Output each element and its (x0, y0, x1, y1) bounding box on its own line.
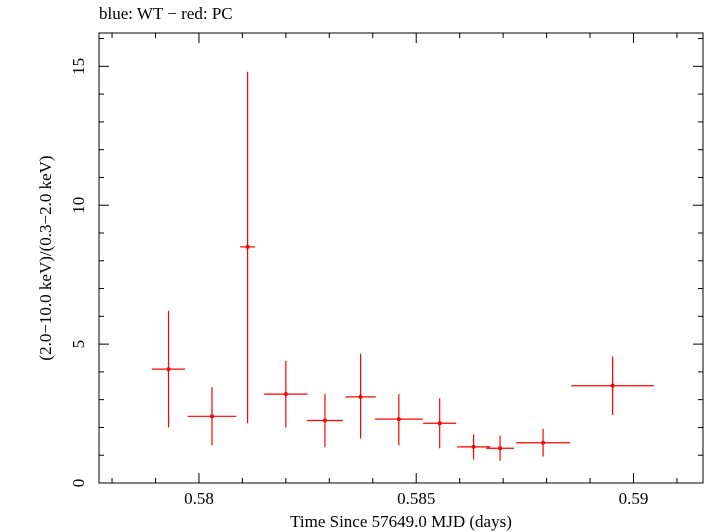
data-marker (437, 421, 442, 426)
x-tick-label: 0.59 (619, 489, 649, 508)
data-point (152, 310, 186, 428)
data-series (152, 71, 654, 461)
y-axis-label: (2.0−10.0 keV)/(0.3−2.0 keV) (36, 155, 55, 360)
x-tick-label: 0.58 (184, 489, 214, 508)
y-axis: 0 5 10 15 (69, 38, 703, 488)
data-marker (166, 367, 171, 372)
data-marker (498, 446, 503, 451)
data-point (486, 435, 514, 461)
data-point (457, 434, 491, 460)
plot-frame (98, 32, 704, 484)
y-tick-label: 10 (69, 197, 88, 214)
data-marker (209, 414, 214, 419)
data-point (423, 398, 457, 449)
data-point (516, 428, 571, 457)
data-point (240, 71, 255, 424)
data-point (374, 394, 423, 446)
y-tick-label: 0 (69, 479, 88, 488)
data-marker (541, 440, 546, 445)
x-tick-label: 0.585 (397, 489, 435, 508)
y-tick-label: 5 (69, 340, 88, 349)
data-marker (283, 392, 288, 397)
data-point (345, 353, 376, 439)
data-point (187, 387, 237, 446)
data-marker (610, 383, 615, 388)
x-axis: 0.58 0.585 0.59 (111, 33, 678, 508)
y-tick-label: 15 (69, 58, 88, 75)
x-axis-label: Time Since 57649.0 MJD (days) (290, 512, 512, 531)
data-marker (471, 444, 476, 449)
data-marker (322, 418, 327, 423)
data-point (264, 360, 308, 428)
data-point (571, 356, 654, 415)
data-marker (358, 394, 363, 399)
data-marker (245, 244, 250, 249)
chart-title: blue: WT − red: PC (99, 4, 233, 23)
data-marker (396, 417, 401, 422)
data-point (307, 394, 343, 447)
